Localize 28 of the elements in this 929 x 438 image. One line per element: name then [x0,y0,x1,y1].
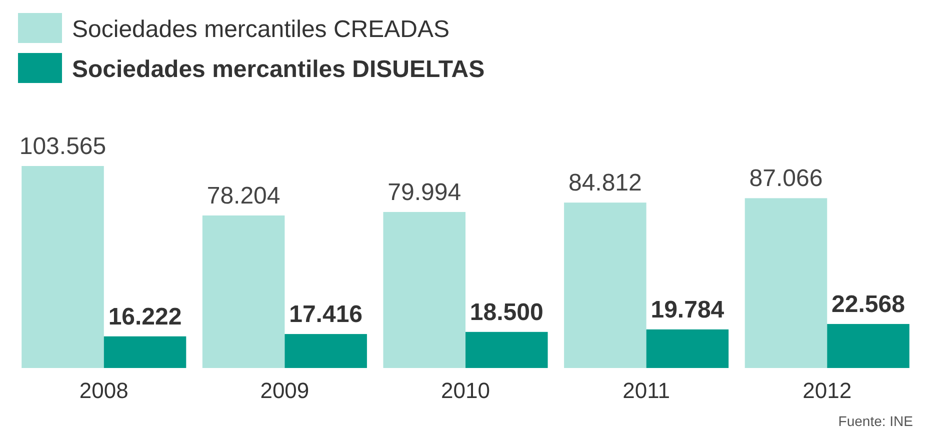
data-label: 16.222 [108,303,182,330]
data-label: 84.812 [568,170,642,197]
bar [284,334,367,368]
data-label: 87.066 [749,165,823,192]
data-label: 103.565 [19,133,106,160]
x-tick-label: 2012 [802,378,852,403]
bar [744,198,828,368]
x-tick-label: 2010 [441,378,490,403]
data-label: 17.416 [289,301,363,328]
bar [827,324,910,368]
bar [202,215,285,368]
bar [22,166,104,368]
legend-label: Sociedades mercantiles DISUELTAS [72,56,485,83]
data-label: 19.784 [650,296,725,324]
data-label: 22.568 [832,290,905,318]
data-label: 18.500 [470,298,544,326]
bar [646,329,729,368]
data-label: 79.994 [388,178,462,206]
x-tick-label: 2011 [622,378,670,403]
legend-label: Sociedades mercantiles CREADAS [72,16,450,43]
data-label: 78.204 [206,182,280,210]
x-tick-label: 2008 [79,378,128,403]
x-tick-label: 2009 [260,378,310,403]
bar [383,212,466,368]
bar [104,336,186,368]
bar [564,202,646,368]
bar [466,332,548,368]
source-note: Fuente: INE [838,413,913,429]
